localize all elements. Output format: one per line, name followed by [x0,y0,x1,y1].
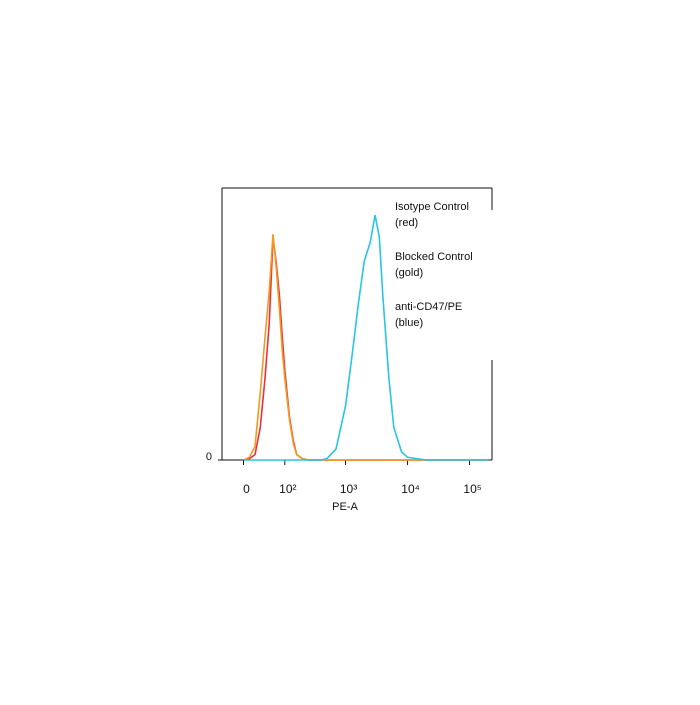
legend-label: anti-CD47/PE [395,301,462,313]
x-axis-label: PE-A [332,501,358,513]
series-line [243,236,489,461]
series-line [243,215,489,461]
legend-note: (blue) [395,317,423,329]
series-line [243,234,489,461]
x-tick-label: 10⁵ [463,482,481,496]
legend-note: (gold) [395,267,423,279]
legend-label: Blocked Control [395,251,473,263]
x-tick-label: 10² [279,482,296,496]
legend-note: (red) [395,217,418,229]
x-tick-label: 0 [243,482,250,496]
legend-label: Isotype Control [395,201,469,213]
y-tick-label: 0 [206,451,212,463]
x-tick-label: 10⁴ [401,482,420,496]
x-tick-label: 10³ [340,482,357,496]
